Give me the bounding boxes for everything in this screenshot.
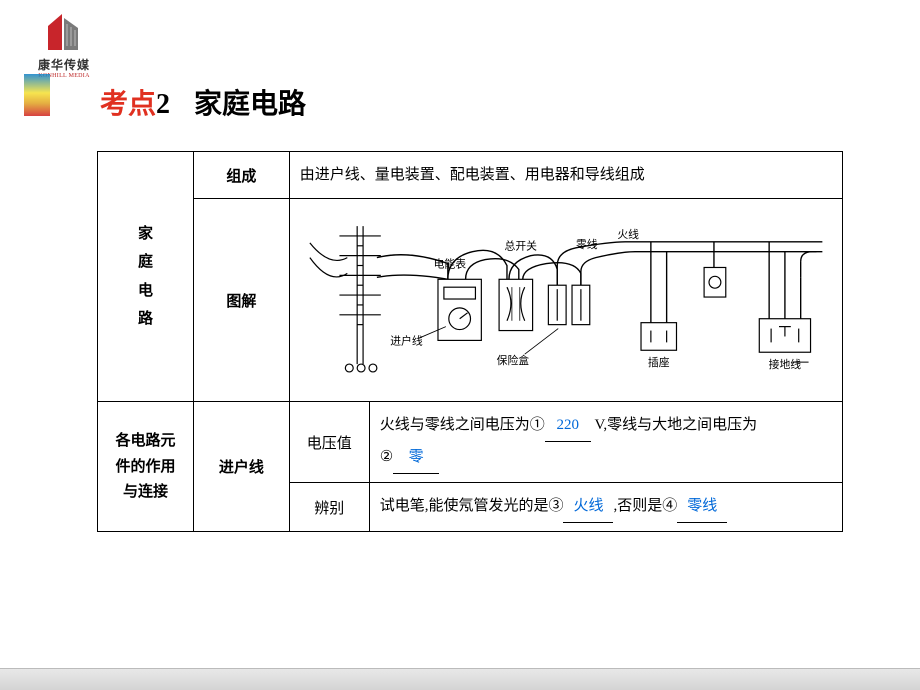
title-topic: 家庭电路 <box>194 88 306 119</box>
text: 火线与零线之间电压为① <box>380 417 545 433</box>
row3-sub1-label: 电压值 <box>289 402 369 483</box>
circuit-diagram-cell: 电能表 总开关 零线 火线 进户线 保险盒 插座 接地线 <box>289 199 842 402</box>
table-row: 图解 <box>98 199 843 402</box>
title-gradient-accent <box>24 74 50 116</box>
brand-logo: 康华传媒 KONHILL MEDIA <box>24 10 104 79</box>
label-live: 火线 <box>617 227 639 241</box>
label-neutral: 零线 <box>576 237 598 251</box>
row3-label: 进户线 <box>193 402 289 532</box>
row3-sub1-content: 火线与零线之间电压为①220 V,零线与大地之间电压为 ②零 <box>369 402 842 483</box>
char: 家 <box>138 225 153 242</box>
circuit-diagram: 电能表 总开关 零线 火线 进户线 保险盒 插座 接地线 <box>300 207 832 393</box>
label-fuse: 保险盒 <box>496 353 529 367</box>
section1-label: 家 庭 电 路 <box>98 152 194 402</box>
blank-3: 火线 <box>563 491 613 523</box>
row2-label: 图解 <box>193 199 289 402</box>
text: ,否则是④ <box>613 498 677 514</box>
label-incoming: 进户线 <box>390 333 423 347</box>
content-table: 家 庭 电 路 组成 由进户线、量电装置、配电装置、用电器和导线组成 图解 <box>97 151 843 532</box>
title-number: 2 <box>156 89 170 120</box>
char: 路 <box>138 310 153 327</box>
section2-label: 各电路元件的作用与连接 <box>98 402 194 532</box>
row1-label: 组成 <box>193 152 289 199</box>
row3-sub2-label: 辨别 <box>289 483 369 532</box>
label-socket: 插座 <box>648 355 670 369</box>
logo-text: 康华传媒 <box>24 56 104 73</box>
label-main-switch: 总开关 <box>504 239 537 253</box>
table-row: 各电路元件的作用与连接 进户线 电压值 火线与零线之间电压为①220 V,零线与… <box>98 402 843 483</box>
text: 试电笔,能使氖管发光的是③ <box>380 498 564 514</box>
table-row: 家 庭 电 路 组成 由进户线、量电装置、配电装置、用电器和导线组成 <box>98 152 843 199</box>
label-meter: 电能表 <box>433 256 466 270</box>
blank-1: 220 <box>545 410 591 442</box>
char: 电 <box>138 282 153 299</box>
slide-footer-bar <box>0 668 920 690</box>
text: ② <box>380 449 393 465</box>
row3-sub2-content: 试电笔,能使氖管发光的是③火线,否则是④零线 <box>369 483 842 532</box>
logo-building-icon <box>42 10 86 54</box>
blank-4: 零线 <box>677 491 727 523</box>
blank-2: 零 <box>393 442 439 474</box>
char: 庭 <box>138 253 153 270</box>
text: V,零线与大地之间电压为 <box>594 417 757 433</box>
page-title: 考点2 家庭电路 <box>100 82 306 122</box>
row1-content: 由进户线、量电装置、配电装置、用电器和导线组成 <box>289 152 842 199</box>
title-prefix: 考点 <box>100 88 156 119</box>
label-ground: 接地线 <box>768 357 801 371</box>
